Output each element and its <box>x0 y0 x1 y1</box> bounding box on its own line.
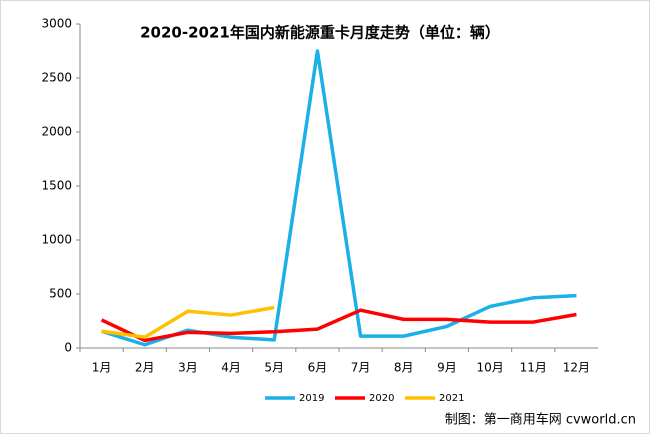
x-tick-label: 8月 <box>394 361 414 375</box>
series-line <box>101 305 275 339</box>
y-tick-label: 2500 <box>41 71 72 85</box>
x-tick-label: 3月 <box>178 361 198 375</box>
x-tick-label: 12月 <box>563 361 590 375</box>
legend-label: 2019 <box>299 393 324 404</box>
chart-title: 2020-2021年国内新能源重卡月度走势（单位：辆） <box>140 24 500 42</box>
x-tick-label: 11月 <box>520 361 547 375</box>
x-tick-label: 2月 <box>135 361 155 375</box>
series-line <box>100 308 577 343</box>
source-note: 制图：第一商用车网 cvworld.cn <box>445 412 636 428</box>
x-tick-label: 10月 <box>476 361 503 375</box>
y-tick-label: 0 <box>64 341 72 355</box>
x-tick-label: 6月 <box>308 361 328 375</box>
x-tick-label: 4月 <box>221 361 241 375</box>
y-tick-label: 500 <box>49 287 72 301</box>
legend-label: 2020 <box>369 393 394 404</box>
x-tick-label: 7月 <box>351 361 371 375</box>
x-tick-label: 1月 <box>92 361 112 375</box>
x-tick-label: 9月 <box>437 361 457 375</box>
legend-label: 2021 <box>439 393 464 404</box>
x-tick-label: 5月 <box>264 361 284 375</box>
y-tick-label: 1500 <box>41 179 72 193</box>
y-tick-label: 3000 <box>41 17 72 31</box>
y-tick-label: 2000 <box>41 125 72 139</box>
y-tick-label: 1000 <box>41 233 72 247</box>
